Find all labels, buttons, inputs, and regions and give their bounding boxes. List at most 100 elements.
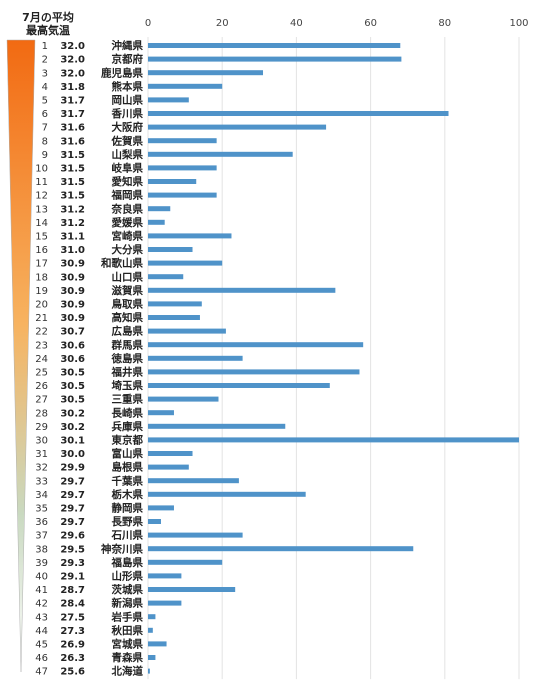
rank-label: 14 — [35, 218, 48, 229]
temperature-label: 30.7 — [60, 327, 85, 338]
rank-label: 15 — [35, 232, 48, 243]
rank-label: 25 — [35, 368, 48, 379]
temperature-gradient-wedge — [6, 39, 36, 673]
bar — [148, 315, 200, 320]
temperature-label: 30.5 — [60, 381, 85, 392]
bar — [148, 83, 223, 89]
prefecture-label: 福島県 — [111, 556, 144, 569]
rank-label: 29 — [35, 422, 48, 433]
temperature-label: 31.2 — [60, 218, 85, 229]
temperature-label: 30.9 — [60, 272, 85, 283]
temperature-label: 30.5 — [60, 395, 85, 406]
bar — [148, 437, 519, 443]
bar — [148, 43, 401, 48]
rank-label: 17 — [35, 259, 48, 270]
temperature-label: 30.6 — [60, 354, 85, 365]
rank-label: 7 — [42, 123, 48, 134]
bar — [148, 138, 217, 144]
rank-label: 3 — [42, 68, 48, 79]
temperature-label: 25.6 — [60, 667, 85, 678]
bar — [148, 600, 182, 606]
rank-label: 37 — [35, 531, 48, 542]
prefecture-label: 山口県 — [112, 270, 144, 283]
rank-label: 30 — [35, 436, 48, 447]
prefecture-label: 福井県 — [111, 366, 144, 379]
rank-label: 8 — [42, 136, 48, 147]
temperature-label: 29.7 — [60, 476, 85, 487]
prefecture-label: 山梨県 — [112, 148, 144, 161]
temperature-label: 29.1 — [60, 572, 85, 583]
prefecture-label: 石川県 — [111, 530, 144, 542]
bar — [148, 464, 189, 470]
temperature-label: 29.7 — [60, 504, 85, 515]
bar — [148, 423, 286, 429]
temperature-label: 32.0 — [60, 55, 85, 66]
bar — [148, 532, 243, 538]
prefecture-label: 福岡県 — [111, 189, 144, 202]
rank-label: 42 — [35, 599, 48, 610]
temperature-label: 29.5 — [60, 544, 85, 555]
bar — [148, 247, 193, 252]
bar — [148, 260, 223, 266]
rank-label: 40 — [35, 572, 48, 583]
prefecture-label: 静岡県 — [112, 502, 144, 515]
prefecture-label: 高知県 — [112, 311, 144, 324]
temperature-label: 30.9 — [60, 300, 85, 311]
temperature-label: 29.6 — [60, 531, 85, 542]
rank-label: 1 — [42, 41, 48, 52]
prefecture-label: 長野県 — [112, 516, 144, 528]
temperature-label: 31.2 — [60, 204, 85, 215]
bar — [148, 655, 156, 660]
rank-label: 36 — [35, 517, 48, 528]
bar — [148, 111, 449, 116]
header-line-1: 7月の平均 — [22, 11, 74, 24]
temperature-label: 27.3 — [60, 626, 85, 637]
rank-label: 6 — [42, 109, 48, 120]
x-tick-label: 60 — [364, 18, 377, 29]
rank-label: 23 — [35, 340, 48, 351]
x-tick-label: 100 — [509, 18, 528, 29]
bar — [148, 165, 217, 171]
rank-label: 33 — [35, 476, 48, 487]
prefecture-label: 宮城県 — [112, 638, 144, 651]
rank-label: 31 — [35, 449, 48, 460]
prefecture-label: 岐阜県 — [112, 162, 144, 175]
bar — [148, 179, 197, 184]
rank-label: 35 — [35, 504, 48, 515]
temperature-label: 31.7 — [60, 96, 85, 107]
x-tick-label: 0 — [145, 18, 151, 29]
prefecture-label: 長崎県 — [112, 406, 144, 419]
bar — [148, 383, 330, 388]
prefecture-label: 大阪府 — [112, 121, 144, 134]
bar — [148, 301, 202, 307]
x-tick-label: 20 — [216, 18, 229, 29]
temperature-label: 30.9 — [60, 313, 85, 324]
bar — [148, 587, 236, 592]
bar — [148, 219, 165, 225]
rank-label: 9 — [42, 150, 48, 161]
prefecture-label: 広島県 — [112, 325, 144, 338]
bar — [148, 151, 293, 157]
rank-label: 34 — [35, 490, 48, 501]
rank-label: 10 — [35, 164, 48, 175]
prefecture-label: 和歌山県 — [100, 257, 143, 270]
rank-label: 26 — [35, 381, 48, 392]
x-tick-label: 40 — [290, 18, 303, 29]
temperature-label: 31.0 — [60, 245, 85, 256]
bar — [148, 342, 364, 348]
prefecture-label: 神奈川県 — [101, 542, 143, 555]
rank-label: 47 — [35, 667, 48, 678]
temperature-label: 32.0 — [60, 41, 85, 52]
bar — [148, 70, 264, 76]
temperature-label: 31.5 — [60, 191, 85, 202]
temperature-label: 30.2 — [60, 408, 85, 419]
prefecture-label: 滋賀県 — [112, 284, 144, 297]
rank-label: 12 — [35, 191, 48, 202]
bar — [148, 491, 306, 497]
bar — [148, 56, 402, 62]
prefecture-label: 京都府 — [112, 53, 144, 66]
bar — [148, 627, 153, 633]
prefecture-label: 新潟県 — [112, 597, 144, 610]
prefecture-label: 沖縄県 — [112, 39, 144, 52]
bar — [148, 124, 327, 130]
